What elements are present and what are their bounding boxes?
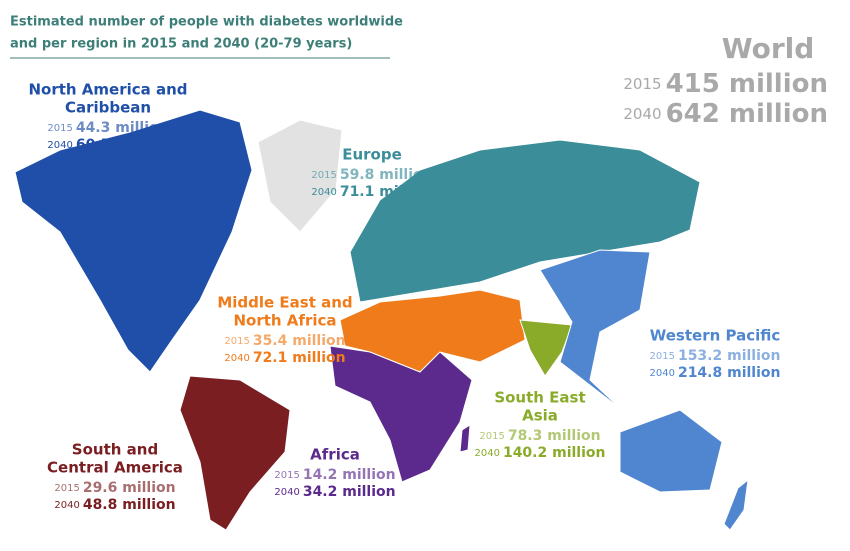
region-name: Central America xyxy=(47,459,183,477)
region-name: Western Pacific xyxy=(650,327,781,345)
australia xyxy=(619,409,723,493)
region-name: Africa xyxy=(310,446,360,464)
value: 642 million xyxy=(666,99,828,129)
world-row: 2040 642 million xyxy=(623,99,828,129)
region-row: 2040 72.1 million xyxy=(224,350,345,366)
madagascar xyxy=(459,424,471,453)
region-name: Caribbean xyxy=(65,99,151,117)
new-zealand xyxy=(723,478,749,531)
north-america xyxy=(14,109,253,373)
year: 2015 xyxy=(650,351,675,362)
region-row: 2040 60.5 million xyxy=(47,137,168,153)
region-row: 2040 48.8 million xyxy=(54,497,175,513)
region-row: 2015 35.4 million xyxy=(224,333,345,349)
year: 2015 xyxy=(224,336,249,347)
region-row: 2015 29.6 million xyxy=(54,480,175,496)
year: 2040 xyxy=(650,368,675,379)
year: 2015 xyxy=(274,470,299,481)
greenland xyxy=(257,119,343,233)
value: 71.1 million xyxy=(340,184,433,200)
value: 415 million xyxy=(666,69,828,99)
region-row: 2015 59.8 million xyxy=(311,167,432,183)
year: 2015 xyxy=(623,75,661,93)
value: 48.8 million xyxy=(83,497,176,513)
europe xyxy=(349,139,701,303)
year: 2015 xyxy=(47,123,72,134)
title-line: and per region in 2015 and 2040 (20-79 y… xyxy=(10,37,352,52)
region-name: South East xyxy=(494,389,585,407)
value: 35.4 million xyxy=(253,333,346,349)
value: 59.8 million xyxy=(340,167,433,183)
value: 153.2 million xyxy=(678,348,781,364)
year: 2015 xyxy=(479,431,504,442)
year: 2040 xyxy=(311,187,336,198)
year: 2015 xyxy=(311,170,336,181)
value: 214.8 million xyxy=(678,365,781,381)
south-central-america xyxy=(179,375,291,531)
value: 72.1 million xyxy=(253,350,346,366)
value: 34.2 million xyxy=(303,484,396,500)
value: 14.2 million xyxy=(303,467,396,483)
africa xyxy=(329,345,473,483)
value: 29.6 million xyxy=(83,480,176,496)
region-row: 2040 140.2 million xyxy=(475,445,606,461)
region-name: Europe xyxy=(342,146,402,164)
region-row: 2040 214.8 million xyxy=(650,365,781,381)
region-name: Middle East and xyxy=(217,294,352,312)
region-row: 2015 44.3 million xyxy=(47,120,168,136)
year: 2015 xyxy=(54,483,79,494)
western-pacific-asia xyxy=(539,249,651,411)
map xyxy=(14,109,749,531)
title-line: Estimated number of people with diabetes… xyxy=(10,15,403,30)
region-row: 2040 71.1 million xyxy=(311,184,432,200)
region-name: North America and xyxy=(28,81,187,99)
region-name: Asia xyxy=(522,407,558,425)
region-row: 2015 78.3 million xyxy=(479,428,600,444)
year: 2040 xyxy=(54,500,79,511)
value: 60.5 million xyxy=(76,137,169,153)
south-east-asia xyxy=(519,319,573,377)
year: 2040 xyxy=(475,448,500,459)
region-name: North Africa xyxy=(233,312,336,330)
region-name: South and xyxy=(72,441,158,459)
year: 2040 xyxy=(47,140,72,151)
year: 2040 xyxy=(274,487,299,498)
value: 78.3 million xyxy=(508,428,601,444)
value: 44.3 million xyxy=(76,120,169,136)
region-row: 2015 14.2 million xyxy=(274,467,395,483)
region-row: 2015 153.2 million xyxy=(650,348,781,364)
world-name: World xyxy=(722,32,815,65)
world-row: 2015 415 million xyxy=(623,69,828,99)
year: 2040 xyxy=(623,105,661,123)
region-row: 2040 34.2 million xyxy=(274,484,395,500)
year: 2040 xyxy=(224,353,249,364)
value: 140.2 million xyxy=(503,445,606,461)
